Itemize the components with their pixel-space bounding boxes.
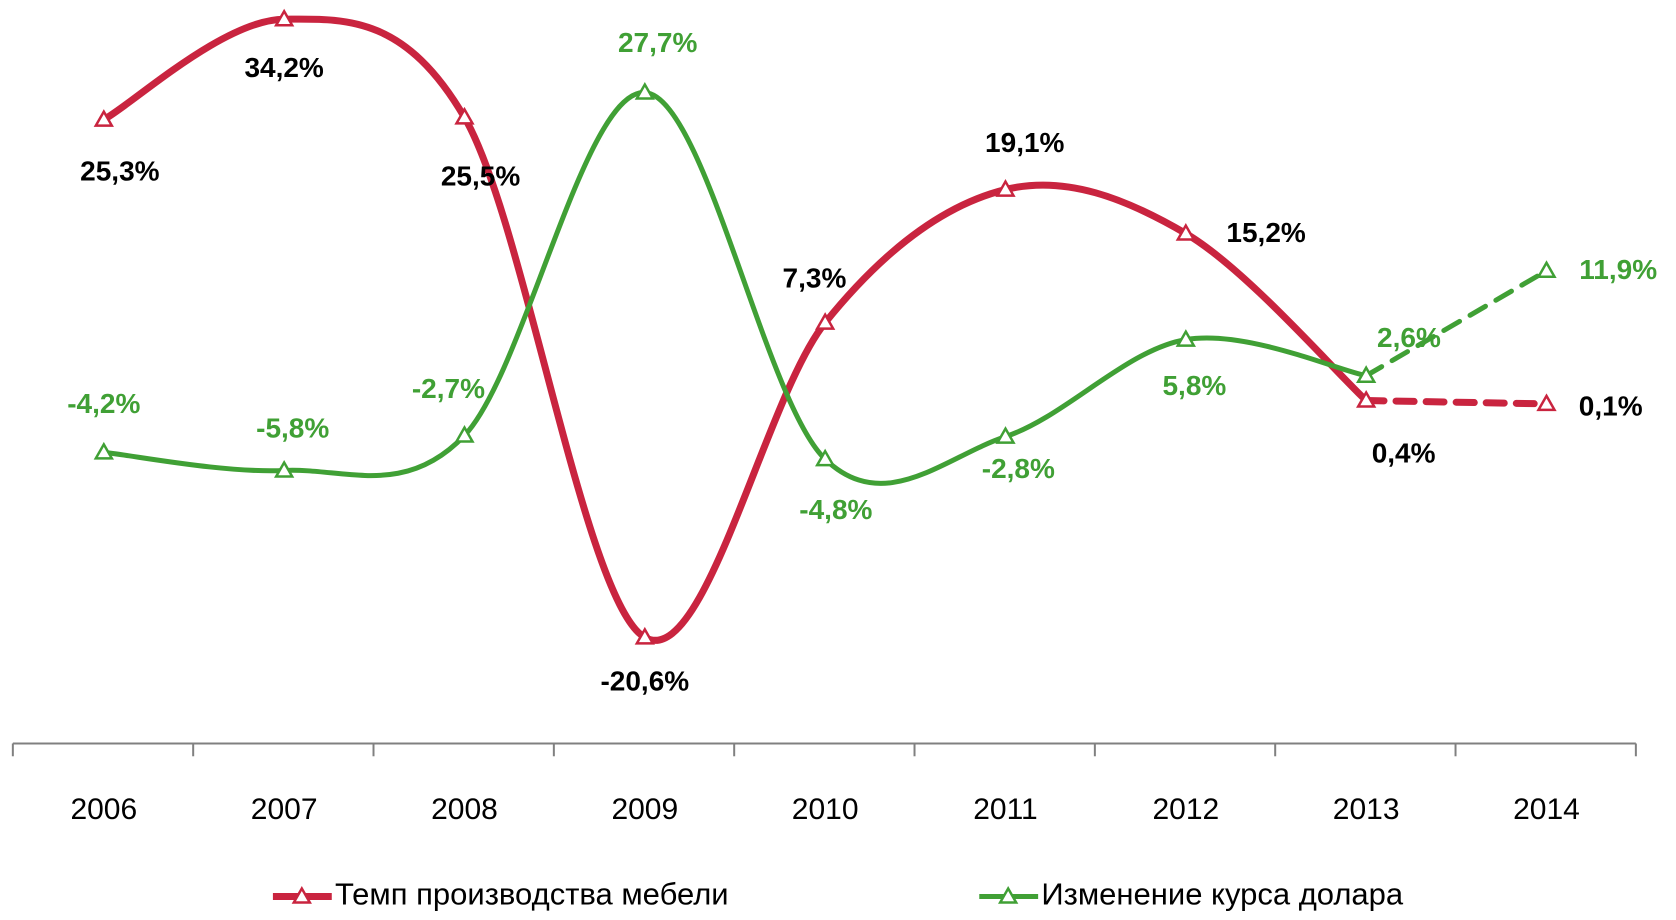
x-tick-label: 2007 [251,793,318,826]
value-label: 27,7% [618,27,697,58]
value-label: 0,1% [1579,391,1643,422]
x-tick-label: 2009 [611,793,678,826]
value-label: -2,7% [412,373,485,404]
x-tick-label: 2011 [973,793,1038,826]
value-label: 11,9% [1579,254,1657,285]
marker [815,448,836,467]
marker [454,424,475,443]
marker [1536,393,1557,412]
line-dashed [1363,268,1549,379]
x-tick-label: 2006 [70,793,137,826]
marker [1536,260,1557,279]
value-label: 15,2% [1226,217,1305,248]
marker [634,82,655,100]
line [101,90,1369,486]
marker [995,179,1016,197]
value-label: -2,8% [982,453,1055,484]
value-label: -4,2% [67,388,140,419]
value-label: 25,3% [80,155,159,186]
marker [454,106,475,125]
legend-label: Изменение курса долара [1041,877,1404,912]
marker [815,312,836,330]
x-tick-label: 2008 [431,793,498,826]
marker [1356,390,1377,408]
value-label: 34,2% [244,52,323,83]
value-label: 19,1% [985,127,1064,158]
x-tick-label: 2014 [1513,793,1580,826]
value-label: 0,4% [1372,437,1436,468]
marker [1356,365,1377,383]
value-label: 7,3% [783,262,847,293]
marker [93,109,114,127]
value-label: -5,8% [256,412,329,443]
marker [634,626,655,645]
legend-marker [291,886,312,904]
marker [1175,329,1196,347]
line [100,15,1370,644]
x-tick-label: 2012 [1152,793,1219,826]
marker [1175,223,1196,241]
value-label: 5,8% [1162,370,1226,401]
legend-label: Темп производства мебели [335,877,729,912]
value-label: -4,8% [799,494,872,525]
marker [93,441,114,460]
value-label: 25,5% [441,161,520,192]
value-label: -20,6% [600,666,689,697]
line-dashed [1362,397,1550,408]
x-tick-label: 2010 [792,793,859,826]
marker [273,8,295,27]
value-label: 2,6% [1377,322,1441,353]
legend-marker [998,886,1019,904]
x-tick-label: 2013 [1333,793,1400,826]
marker [273,459,295,478]
marker [995,426,1016,444]
